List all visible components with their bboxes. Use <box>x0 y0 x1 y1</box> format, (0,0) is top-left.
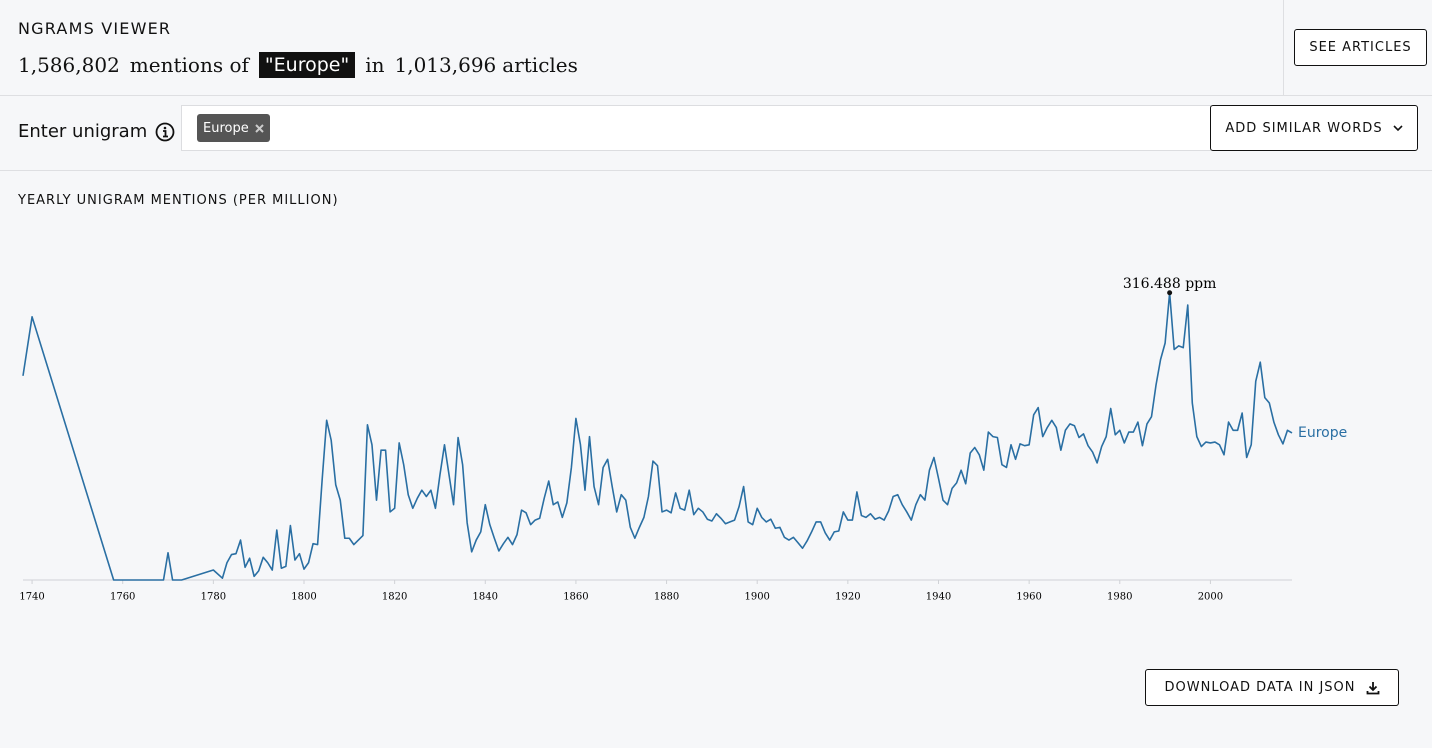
input-label: Enter unigram <box>18 121 175 142</box>
x-tick-label: 1760 <box>110 592 135 603</box>
separator <box>0 170 1432 171</box>
in-text: in <box>365 53 385 77</box>
separator <box>0 95 1432 96</box>
chart: 1740 1760 1780 1800 1820 1840 1860 1880 1900 1920… <box>19 276 1347 603</box>
chip[interactable]: Europe <box>197 114 270 142</box>
see-articles-button[interactable]: SEE ARTICLES <box>1294 29 1427 66</box>
x-tick-label: 1980 <box>1107 592 1132 603</box>
mentions-of: mentions of <box>129 53 249 77</box>
series-line <box>22 291 1293 581</box>
button-text: SEE ARTICLES <box>1309 40 1412 55</box>
x-tick-label: 1900 <box>744 592 769 603</box>
button-text: ADD SIMILAR WORDS <box>1225 120 1383 136</box>
search-term: "Europe" <box>258 52 356 78</box>
peak-label: 316.488 ppm <box>1123 276 1217 292</box>
x-tick-label: 2000 <box>1198 592 1223 603</box>
peak-dot <box>1167 290 1173 296</box>
download-icon <box>1366 681 1379 694</box>
divider <box>1283 0 1284 95</box>
download-button[interactable]: DOWNLOAD DATA IN JSON <box>1145 669 1399 706</box>
chart-title: YEARLY UNIGRAM MENTIONS (PER MILLION) <box>18 193 339 208</box>
label-text: Enter unigram <box>18 121 148 142</box>
app-title: NGRAMS VIEWER <box>18 19 172 38</box>
button-text: DOWNLOAD DATA IN JSON <box>1164 680 1356 695</box>
unigram-input[interactable] <box>181 105 1211 151</box>
x-tick-label: 1800 <box>291 592 316 603</box>
articles-count: 1,013,696 <box>394 53 497 77</box>
chip-text: Europe <box>203 120 249 136</box>
x-tick-label: 1780 <box>201 592 226 603</box>
mentions-count: 1,586,802 <box>18 53 120 77</box>
chip-remove[interactable] <box>255 123 264 133</box>
series-label: Europe <box>1298 425 1347 441</box>
x-tick-label: 1880 <box>654 592 679 603</box>
chevron-icon <box>1393 124 1403 131</box>
info-icon[interactable] <box>155 122 175 142</box>
x-tick-label: 1740 <box>19 592 44 603</box>
x-tick-label: 1820 <box>382 592 407 603</box>
x-tick-label: 1940 <box>926 592 951 603</box>
x-tick-label: 1960 <box>1016 592 1041 603</box>
add-similar-button[interactable]: ADD SIMILAR WORDS <box>1210 105 1418 151</box>
x-tick-label: 1920 <box>835 592 860 603</box>
x-tick-label: 1840 <box>473 592 498 603</box>
summary: 1,586,802 mentions of "Europe" in 1,013,… <box>18 52 578 78</box>
x-tick-label: 1860 <box>563 592 588 603</box>
articles-label: articles <box>502 53 578 77</box>
